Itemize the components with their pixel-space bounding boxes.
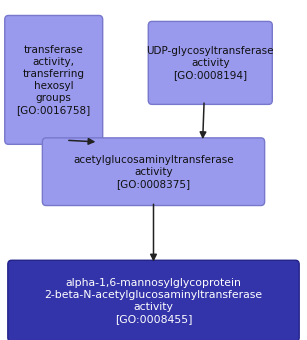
FancyBboxPatch shape xyxy=(42,138,265,205)
Text: transferase
activity,
transferring
hexosyl
groups
[GO:0016758]: transferase activity, transferring hexos… xyxy=(17,45,91,115)
Text: UDP-glycosyltransferase
activity
[GO:0008194]: UDP-glycosyltransferase activity [GO:000… xyxy=(146,46,274,80)
FancyBboxPatch shape xyxy=(8,260,299,340)
Text: acetylglucosaminyltransferase
activity
[GO:0008375]: acetylglucosaminyltransferase activity [… xyxy=(73,155,234,189)
FancyBboxPatch shape xyxy=(5,15,103,144)
Text: alpha-1,6-mannosylglycoprotein
2-beta-N-acetylglucosaminyltransferase
activity
[: alpha-1,6-mannosylglycoprotein 2-beta-N-… xyxy=(45,278,262,324)
FancyBboxPatch shape xyxy=(148,21,272,104)
